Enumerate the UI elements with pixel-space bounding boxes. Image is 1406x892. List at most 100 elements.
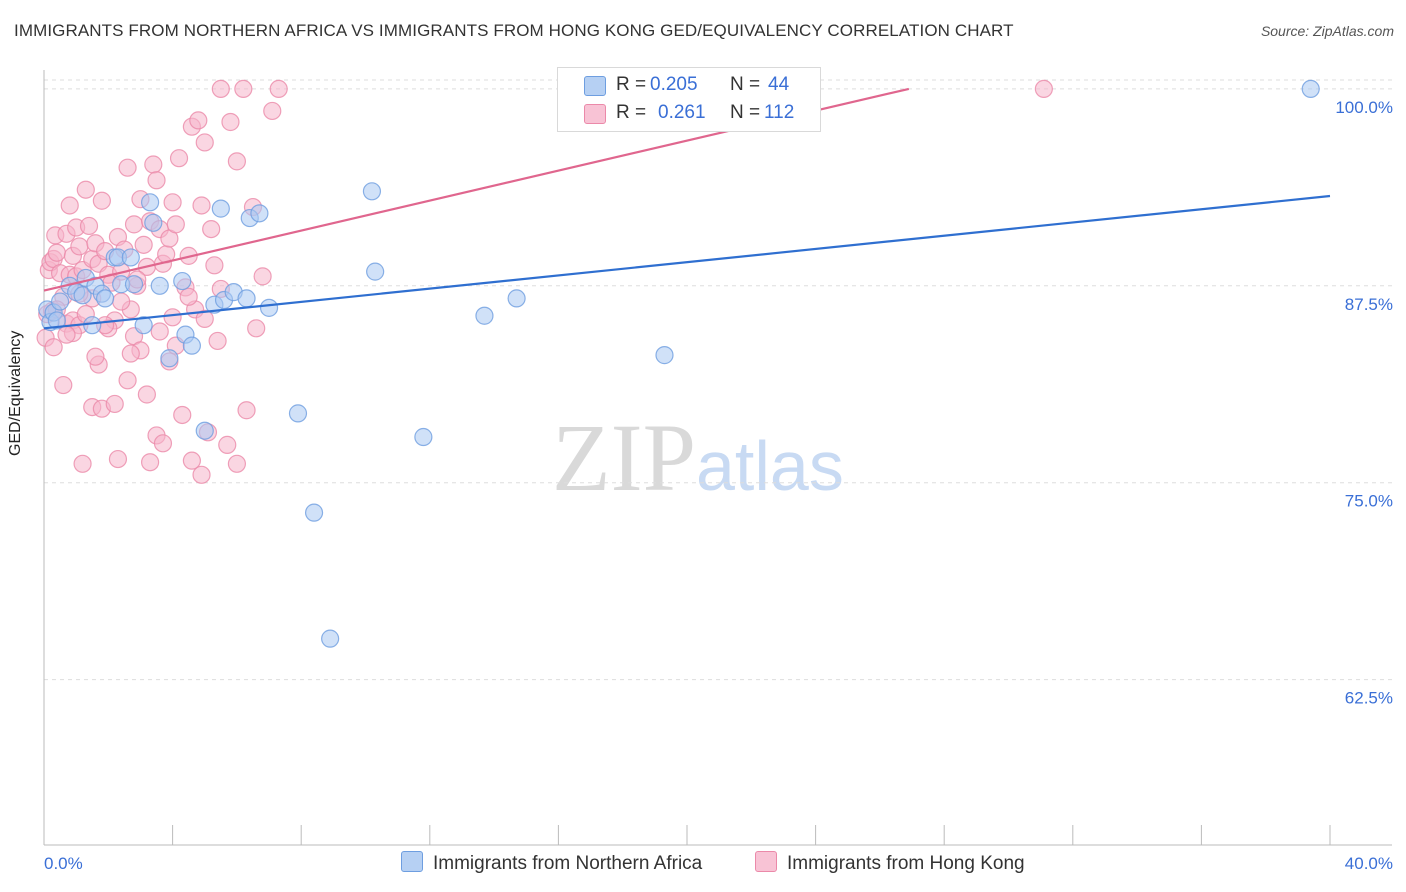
- legend-r-value: 0.261: [658, 102, 706, 123]
- legend-row-hong-kong: R = 0.261 N = 112: [558, 100, 820, 128]
- legend-item-northern-africa: Immigrants from Northern Africa: [401, 851, 702, 875]
- data-point-northern-africa: [362, 182, 382, 201]
- y-tick-label: 75.0%: [1345, 492, 1393, 511]
- stats-legend: R = 0.205 N = 44 R = 0.261 N = 112: [557, 67, 821, 132]
- data-point-hong-kong: [195, 309, 214, 328]
- x-tick-label: 0.0%: [44, 854, 83, 873]
- data-point-northern-africa: [507, 289, 526, 308]
- data-point-northern-africa: [47, 311, 66, 330]
- legend-swatch-blue: [401, 851, 423, 872]
- legend-n-value: 112: [764, 102, 795, 123]
- series-northern-africa: [38, 79, 1320, 648]
- data-point-hong-kong: [105, 394, 124, 414]
- data-point-hong-kong: [47, 243, 66, 262]
- data-point-hong-kong: [227, 152, 246, 171]
- legend-swatch-pink: [755, 851, 777, 872]
- data-point-hong-kong: [54, 375, 73, 395]
- data-point-hong-kong: [112, 292, 131, 311]
- data-point-northern-africa: [173, 271, 192, 291]
- data-point-hong-kong: [144, 155, 163, 174]
- legend-swatch-pink: [584, 104, 606, 124]
- legend-r-value: 0.205: [650, 74, 698, 95]
- data-point-hong-kong: [221, 112, 240, 132]
- data-point-northern-africa: [160, 349, 179, 368]
- data-point-hong-kong: [237, 401, 256, 420]
- legend-item-hong-kong: Immigrants from Hong Kong: [755, 851, 1025, 875]
- data-point-northern-africa: [50, 292, 70, 311]
- data-point-hong-kong: [227, 454, 246, 473]
- data-point-hong-kong: [73, 454, 92, 473]
- data-point-hong-kong: [153, 434, 173, 453]
- data-point-hong-kong: [163, 193, 182, 212]
- data-point-northern-africa: [288, 404, 308, 423]
- data-point-hong-kong: [189, 111, 208, 130]
- data-point-hong-kong: [205, 256, 224, 275]
- data-point-hong-kong: [234, 79, 253, 99]
- legend-label-hong-kong: Immigrants from Hong Kong: [787, 853, 1025, 874]
- data-point-hong-kong: [269, 79, 288, 99]
- data-point-hong-kong: [76, 180, 95, 199]
- y-tick-label: 100.0%: [1335, 98, 1393, 117]
- data-point-hong-kong: [60, 196, 79, 215]
- y-tick-label: 62.5%: [1345, 689, 1393, 708]
- data-point-hong-kong: [118, 371, 137, 390]
- data-point-northern-africa: [134, 316, 153, 335]
- tick-labels: 62.5% 75.0% 87.5% 100.0% 0.0% 40.0%: [44, 98, 1393, 873]
- data-point-northern-africa: [140, 193, 160, 212]
- legend-label-northern-africa: Immigrants from Northern Africa: [433, 853, 703, 874]
- watermark-zip: ZIP: [552, 404, 696, 511]
- grid-lines: [44, 79, 1392, 681]
- data-point-hong-kong: [166, 215, 185, 234]
- data-point-northern-africa: [259, 298, 279, 317]
- legend-r-label: R =: [616, 102, 647, 123]
- data-point-hong-kong: [140, 453, 160, 472]
- data-point-northern-africa: [195, 421, 214, 440]
- data-point-hong-kong: [192, 465, 211, 484]
- data-point-northern-africa: [237, 289, 256, 308]
- legend-row-northern-africa: R = 0.205 N = 44: [558, 72, 820, 100]
- data-point-northern-africa: [475, 306, 494, 325]
- data-point-hong-kong: [182, 451, 201, 470]
- legend-n-label: N =: [730, 74, 761, 95]
- y-tick-label: 87.5%: [1345, 295, 1393, 314]
- data-point-hong-kong: [1034, 79, 1053, 99]
- data-point-hong-kong: [173, 405, 192, 425]
- y-axis-label: GED/Equivalency: [7, 330, 24, 456]
- data-point-northern-africa: [73, 286, 92, 305]
- legend-r-label: R =: [616, 74, 647, 95]
- legend-swatch-blue: [584, 76, 606, 96]
- chart-title: IMMIGRANTS FROM NORTHERN AFRICA VS IMMIG…: [14, 21, 1014, 40]
- data-point-hong-kong: [118, 158, 137, 177]
- data-point-hong-kong: [192, 196, 211, 215]
- x-tick-label: 40.0%: [1345, 854, 1393, 873]
- data-point-hong-kong: [169, 149, 189, 168]
- data-point-hong-kong: [218, 435, 237, 454]
- data-point-northern-africa: [95, 289, 115, 308]
- data-point-hong-kong: [124, 215, 144, 234]
- data-point-hong-kong: [134, 235, 153, 254]
- data-point-northern-africa: [150, 276, 169, 295]
- data-point-hong-kong: [263, 101, 282, 121]
- data-point-hong-kong: [150, 322, 169, 341]
- data-point-hong-kong: [253, 267, 272, 286]
- data-point-hong-kong: [92, 191, 111, 210]
- data-point-northern-africa: [414, 427, 433, 447]
- data-point-hong-kong: [195, 133, 214, 152]
- data-point-hong-kong: [79, 216, 99, 236]
- data-point-hong-kong: [202, 219, 221, 239]
- source-credit: Source: ZipAtlas.com: [1260, 23, 1394, 39]
- data-point-northern-africa: [211, 199, 230, 218]
- data-point-hong-kong: [208, 331, 227, 351]
- data-point-northern-africa: [655, 346, 674, 365]
- data-point-hong-kong: [137, 385, 156, 404]
- data-point-northern-africa: [121, 248, 140, 267]
- data-point-hong-kong: [121, 344, 140, 363]
- legend-n-label: N =: [730, 102, 761, 123]
- data-point-hong-kong: [86, 347, 105, 366]
- data-point-northern-africa: [144, 213, 163, 232]
- data-point-northern-africa: [1301, 79, 1320, 99]
- data-point-northern-africa: [304, 503, 324, 522]
- data-point-northern-africa: [321, 629, 340, 648]
- data-point-northern-africa: [124, 275, 144, 294]
